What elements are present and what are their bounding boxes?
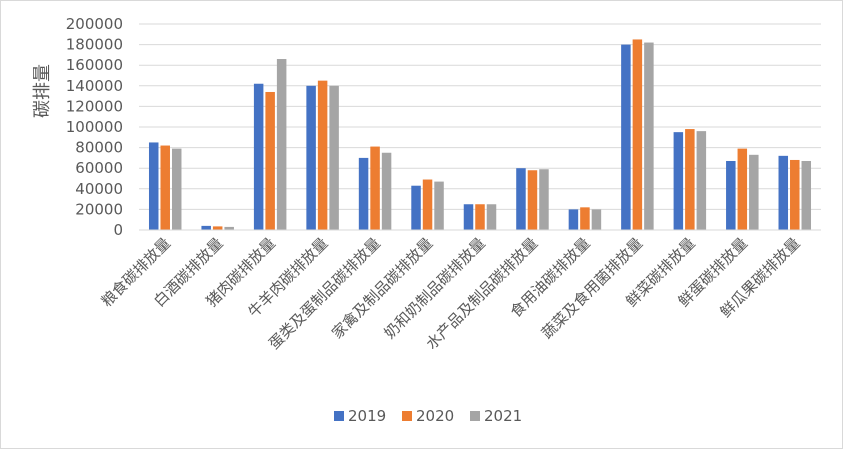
- bar-2020: [527, 170, 538, 230]
- y-tick-label: 100000: [66, 118, 123, 136]
- bar-2021: [696, 131, 707, 230]
- bar-2020: [212, 226, 223, 230]
- bar-2021: [591, 209, 602, 230]
- y-tick-label: 200000: [66, 15, 123, 33]
- bars: [148, 39, 812, 231]
- bar-2021: [486, 204, 497, 230]
- legend-label: 2020: [416, 407, 454, 425]
- y-tick-label: 160000: [66, 56, 123, 74]
- y-tick-label: 120000: [66, 97, 123, 115]
- bar-2019: [673, 132, 684, 230]
- y-tick-label: 0: [113, 221, 123, 239]
- bar-2021: [749, 154, 759, 230]
- bar-2021: [434, 181, 444, 230]
- bar-2020: [685, 129, 695, 230]
- bar-2020: [790, 159, 800, 230]
- category-labels: 粮食碳排放量白酒碳排放量猪肉碳排放量牛羊肉碳排放量蛋类及蛋制品碳排放量家禽及制品…: [98, 234, 804, 353]
- bar-2020: [265, 91, 275, 230]
- category-label: 奶和奶制品碳排放量: [381, 234, 489, 342]
- bar-2019: [148, 142, 159, 230]
- legend-swatch: [334, 411, 344, 421]
- bar-2020: [632, 39, 643, 231]
- legend-label: 2021: [484, 407, 522, 425]
- bar-2021: [171, 148, 182, 230]
- bar-2019: [253, 83, 264, 231]
- y-tick-label: 60000: [75, 159, 123, 177]
- bar-2019: [358, 157, 369, 230]
- category-label: 蔬菜及食用菌排放量: [538, 234, 646, 342]
- bar-2020: [422, 179, 433, 230]
- bar-2021: [644, 42, 654, 230]
- bar-2021: [539, 169, 549, 230]
- bar-2021: [329, 85, 339, 230]
- y-tick-label: 40000: [75, 180, 123, 198]
- legend-label: 2019: [348, 407, 386, 425]
- legend: 2019 2020 2021: [334, 407, 522, 425]
- bar-2020: [737, 148, 748, 230]
- bar-2020: [580, 207, 590, 230]
- bar-2021: [276, 59, 287, 230]
- category-label: 家禽及制品碳排放量: [328, 234, 436, 342]
- bar-2019: [411, 185, 421, 230]
- bar-2021: [381, 152, 392, 230]
- bar-2019: [516, 168, 526, 230]
- y-tick-label: 180000: [66, 36, 123, 54]
- bar-2020: [370, 146, 380, 230]
- legend-swatch: [470, 411, 480, 421]
- bar-2019: [778, 155, 789, 230]
- y-tick-label: 140000: [66, 77, 123, 95]
- bar-2021: [801, 160, 812, 230]
- bar-2020: [160, 145, 170, 230]
- y-axis-label: 碳排量: [32, 64, 53, 118]
- bar-2021: [224, 226, 234, 230]
- bar-2019: [463, 204, 474, 230]
- gridlines: [139, 23, 821, 210]
- bar-2020: [475, 204, 485, 230]
- y-tick-label: 80000: [75, 139, 123, 157]
- bar-2019: [201, 225, 211, 230]
- y-axis-ticks: 0 20000 40000 60000 80000 100000 120000 140000 1…: [66, 15, 123, 239]
- bar-2019: [621, 44, 631, 230]
- legend-swatch: [402, 411, 412, 421]
- bar-2019: [568, 209, 579, 230]
- bar-2020: [317, 80, 328, 231]
- bar-2019: [306, 85, 316, 230]
- bar-2019: [726, 160, 736, 230]
- y-tick-label: 20000: [75, 200, 123, 218]
